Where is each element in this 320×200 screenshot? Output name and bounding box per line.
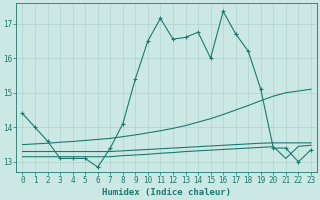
X-axis label: Humidex (Indice chaleur): Humidex (Indice chaleur) [102, 188, 231, 197]
